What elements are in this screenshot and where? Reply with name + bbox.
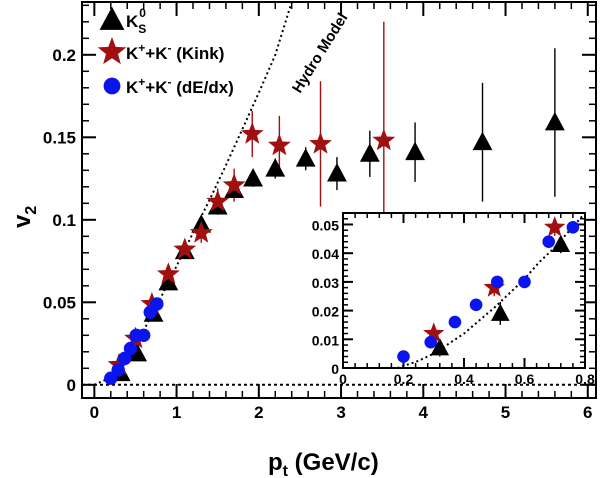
dedx-data-point — [397, 350, 410, 363]
y-tick-label: 0.03 — [312, 275, 339, 291]
legend-marker-dedx — [103, 77, 121, 95]
x-tick-label: 0.4 — [454, 371, 474, 387]
y-tick-label: 0 — [67, 376, 76, 395]
dedx-data-point — [150, 297, 164, 311]
inset-plot-panel: 0 0.2 0.4 0.6 0.8 0 0.01 0.02 0.03 0.04 0.05 — [312, 212, 595, 387]
kink-data-point — [222, 173, 246, 195]
y-tick-label: 0.2 — [52, 46, 76, 65]
legend-label-ks0: KS0 — [126, 6, 146, 36]
ks0-data-point — [544, 111, 565, 131]
x-tick-label: 0.6 — [515, 371, 535, 387]
kink-data-point — [372, 128, 396, 151]
ks0-data-point — [158, 271, 179, 291]
dedx-data-point — [111, 363, 125, 377]
kink-data-point — [267, 133, 291, 156]
main-plot-panel: 0 1 2 3 4 5 6 0 0.05 0.1 0.15 0.2 — [43, 1, 597, 422]
x-tick-label: 3 — [336, 403, 345, 422]
x-tick-label: 5 — [501, 403, 510, 422]
y-tick-label: 0.05 — [312, 217, 339, 233]
x-tick-label: 1 — [172, 403, 181, 422]
y-tick-label: 0.1 — [52, 211, 76, 230]
y-axis-title-subscript: 2 — [23, 206, 40, 215]
ks0-data-point — [243, 167, 263, 187]
inset-data-series — [397, 216, 580, 363]
dedx-data-point — [518, 275, 531, 289]
y-tick-label: 0.01 — [312, 332, 339, 348]
x-tick-label: 6 — [583, 403, 592, 422]
kink-data-point — [544, 216, 566, 237]
y-tick-label: 0.05 — [43, 293, 76, 312]
y-axis-title-base: v — [9, 214, 36, 228]
x-axis-title-subscript: t — [283, 463, 289, 478]
ks0-data-point — [327, 163, 347, 182]
dedx-data-point — [542, 235, 555, 249]
y-tick-label: 0 — [331, 361, 339, 377]
ks0-data-point — [127, 342, 148, 362]
kink-data-point — [173, 237, 197, 260]
kink-data-point — [189, 221, 213, 243]
ks0-data-point — [472, 131, 493, 151]
y-tick-label: 0.04 — [312, 246, 339, 262]
kink-data-point — [423, 322, 445, 343]
y-axis-title: v2 — [9, 206, 40, 228]
inset-axis-ticks: 0 0.2 0.4 0.6 0.8 0 0.01 0.02 0.03 0.04 0.05 — [312, 212, 595, 387]
kink-data-point — [206, 189, 230, 212]
main-axis-ticks: 0 1 2 3 4 5 6 0 0.05 0.1 0.15 0.2 — [43, 2, 596, 422]
kink-data-point — [240, 122, 264, 144]
x-axis-title: pt (GeV/c) — [268, 449, 379, 478]
ks0-data-point — [491, 303, 510, 321]
x-tick-label: 2 — [254, 403, 263, 422]
dedx-data-point — [469, 298, 483, 312]
legend-label-dedx: K++K- (dE/dx) — [126, 75, 234, 97]
main-data-series — [104, 21, 565, 385]
dedx-data-point — [448, 315, 462, 329]
ks0-data-point — [359, 143, 380, 162]
x-tick-label: 0.2 — [394, 371, 414, 387]
legend-label-kink: K++K- (Kink) — [126, 41, 224, 63]
y-tick-label: 0.15 — [43, 128, 76, 147]
dedx-data-point — [123, 341, 138, 356]
legend: KS0 K++K- (Kink) K++K- (dE/dx) — [97, 6, 234, 97]
dedx-data-point — [490, 275, 504, 289]
kink-data-point — [156, 262, 180, 284]
dedx-data-point — [136, 328, 151, 343]
dedx-data-point — [118, 351, 132, 366]
x-tick-label: 4 — [419, 403, 429, 422]
kink-data-point — [309, 131, 332, 154]
x-axis-title-unit: (GeV/c) — [288, 449, 379, 476]
dedx-data-point — [424, 335, 438, 349]
x-tick-label: 0.8 — [575, 371, 595, 387]
x-axis-title-base: p — [268, 449, 283, 476]
ks0-data-point — [405, 141, 425, 161]
legend-marker-ks0 — [99, 6, 125, 30]
dedx-data-point — [566, 221, 580, 234]
x-tick-label: 0 — [339, 371, 347, 387]
ks0-data-point — [551, 234, 571, 252]
ks0-data-point — [295, 148, 316, 167]
legend-marker-kink — [97, 37, 127, 65]
x-tick-label: 0 — [90, 403, 99, 422]
y-tick-label: 0.02 — [312, 304, 339, 320]
ks0-data-point — [430, 338, 450, 356]
main-plot-frame — [81, 1, 597, 399]
ks0-data-point — [265, 158, 286, 177]
